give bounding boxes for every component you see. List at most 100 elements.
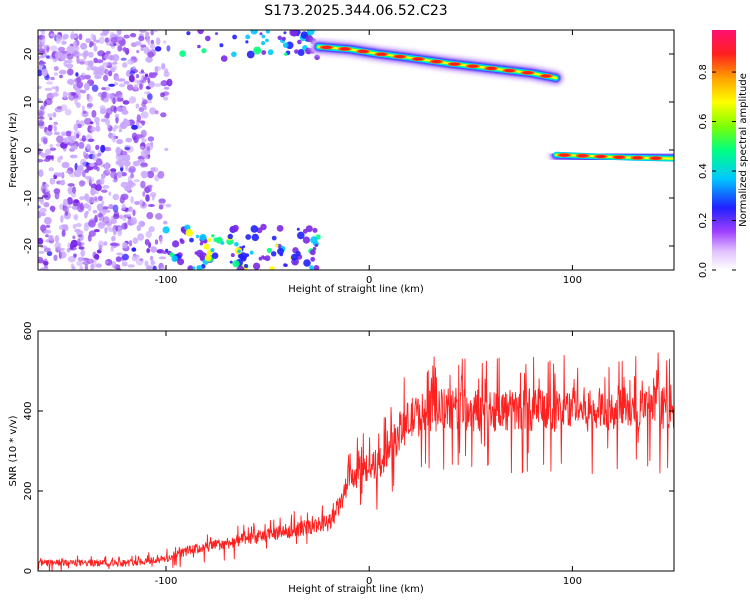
noise-speck <box>38 85 42 90</box>
noise-speck <box>146 212 154 220</box>
cluster-speck <box>281 36 286 41</box>
noise-speck <box>114 75 119 81</box>
cluster-speck <box>211 252 219 259</box>
heatmap-marks <box>38 30 674 270</box>
noise-speck <box>122 242 128 249</box>
noise-speck <box>58 69 67 75</box>
snr-frame <box>37 330 675 572</box>
noise-speck <box>153 30 158 33</box>
noise-speck <box>158 204 164 210</box>
cluster-speck <box>261 41 266 46</box>
cluster-speck <box>186 31 191 36</box>
noise-speck <box>49 147 57 151</box>
cluster-speck <box>290 253 298 261</box>
noise-speck <box>114 173 118 179</box>
noise-speck <box>106 93 113 98</box>
noise-speck <box>66 53 74 60</box>
noise-speck <box>155 37 161 46</box>
cluster-speck <box>259 32 263 36</box>
noise-speck <box>102 30 110 35</box>
noise-speck <box>148 186 152 193</box>
band-hotspot-core <box>449 62 460 66</box>
noise-speck <box>60 215 64 223</box>
noise-speck <box>163 86 170 90</box>
heatmap-y-tick-label: -20 <box>23 238 34 254</box>
noise-speck <box>51 206 55 213</box>
cluster-speck <box>245 40 249 44</box>
noise-speck <box>71 265 76 270</box>
noise-speck <box>53 125 57 132</box>
noise-speck <box>92 34 97 43</box>
cluster-speck <box>196 249 204 258</box>
noise-speck <box>118 128 123 133</box>
band-hotspot-core <box>559 153 570 157</box>
cluster-speck <box>215 32 218 36</box>
cluster-speck <box>219 43 224 48</box>
noise-speck <box>108 70 113 77</box>
noise-speck <box>135 134 143 139</box>
noise-speck <box>140 162 148 167</box>
noise-speck <box>150 43 155 50</box>
noise-speck <box>140 47 145 51</box>
noise-speck <box>63 138 68 144</box>
cluster-speck <box>309 249 316 256</box>
noise-speck <box>43 192 51 201</box>
noise-speck <box>75 230 84 235</box>
noise-speck <box>154 110 159 115</box>
noise-speck <box>120 57 127 61</box>
noise-speck <box>122 196 126 200</box>
noise-speck <box>92 209 98 214</box>
band-hotspot-core <box>614 155 625 159</box>
noise-speck <box>39 105 46 110</box>
noise-speck <box>145 37 150 43</box>
noise-speck <box>69 137 73 144</box>
noise-speck <box>134 41 142 46</box>
noise-speck <box>104 162 110 171</box>
noise-speck <box>116 139 124 145</box>
noise-speck <box>76 165 84 172</box>
noise-speck <box>72 186 76 194</box>
noise-speck <box>121 261 128 267</box>
cluster-speck <box>199 233 207 241</box>
cluster-speck <box>253 262 261 270</box>
noise-speck <box>84 193 90 202</box>
noise-speck <box>90 187 96 196</box>
noise-speck <box>67 256 76 263</box>
cluster-speck <box>237 249 241 254</box>
noise-speck <box>52 112 57 118</box>
noise-speck <box>45 155 54 160</box>
noise-speck <box>160 266 166 270</box>
colorbar-label: Normalized spectral amplitude <box>738 73 749 227</box>
snr-x-tick-label: -100 <box>155 576 178 587</box>
noise-speck <box>127 213 132 218</box>
noise-speck <box>95 122 100 126</box>
noise-speck <box>78 246 85 250</box>
cluster-speck <box>307 49 312 54</box>
cluster-speck <box>211 234 215 238</box>
noise-speck <box>67 78 75 85</box>
noise-speck <box>38 50 46 55</box>
noise-speck <box>61 40 67 45</box>
cluster-speck <box>185 228 194 237</box>
noise-speck <box>90 80 94 85</box>
noise-speck <box>117 229 122 237</box>
noise-speck <box>71 192 77 198</box>
noise-speck <box>44 216 52 225</box>
cluster-speck <box>244 264 248 268</box>
noise-speck <box>84 82 90 91</box>
band-hotspot-core <box>650 156 661 160</box>
noise-speck <box>74 213 79 221</box>
noise-speck <box>145 31 150 38</box>
noise-speck <box>119 215 124 219</box>
noise-speck <box>38 147 42 155</box>
cluster-speck <box>261 34 266 39</box>
band-hotspot-core <box>339 47 350 51</box>
noise-speck <box>51 86 59 90</box>
noise-speck <box>70 242 74 250</box>
noise-speck <box>78 141 85 149</box>
cluster-speck <box>232 34 238 40</box>
noise-speck <box>147 77 151 84</box>
heatmap-x-tick-label: -100 <box>155 275 178 286</box>
noise-speck <box>151 194 155 201</box>
noise-speck <box>51 92 59 97</box>
